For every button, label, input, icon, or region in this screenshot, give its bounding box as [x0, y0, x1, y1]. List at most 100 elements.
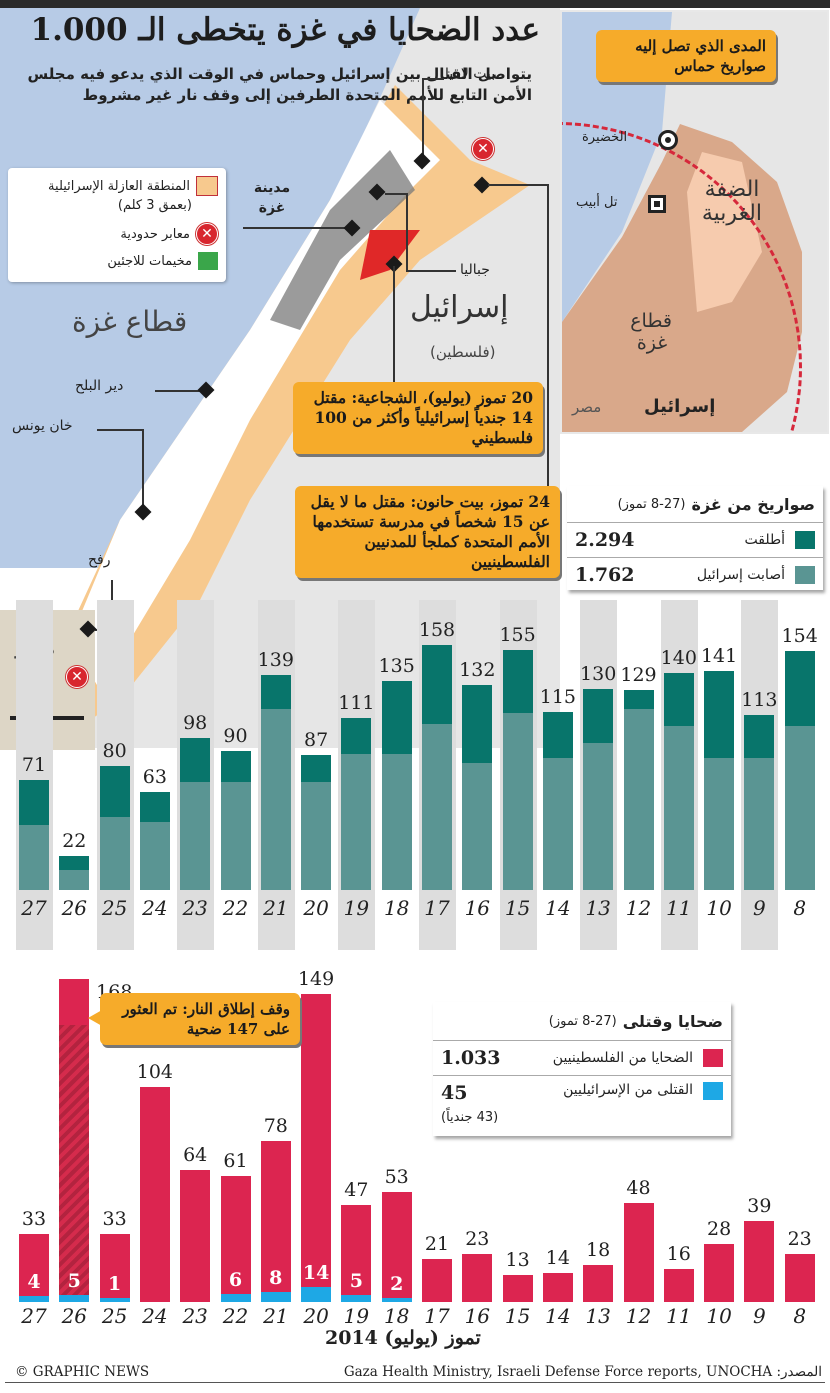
- bar-value-label: 28: [707, 1218, 732, 1241]
- label-tel-aviv: تل أبيب: [576, 195, 618, 210]
- bar-palestinian: [542, 1273, 573, 1302]
- legend-camps: مخيمات للاجئين: [107, 252, 218, 270]
- palestinian-swatch: [703, 1049, 723, 1067]
- leader-line: [406, 270, 456, 272]
- x-tick-label: 21: [263, 1304, 289, 1328]
- bar-palestinian: [341, 1204, 372, 1302]
- bar-hit: [99, 817, 130, 890]
- bar-value-label: 90: [223, 724, 248, 747]
- label-israel: إسرائيل: [410, 290, 509, 325]
- bar-value-label: 33: [21, 1207, 47, 1230]
- bar-value-label: 13: [505, 1249, 530, 1272]
- bar-palestinian: [139, 1086, 170, 1302]
- casualties-legend-header: ضحايا وقتلى (8-27 تموز): [548, 1011, 723, 1031]
- bar-hit: [19, 824, 49, 890]
- label-khan-younis: خان يونس: [12, 418, 73, 434]
- bar-hit: [301, 781, 332, 890]
- x-axis-label: تموز (يوليو) 2014: [325, 1327, 481, 1349]
- bar-value-label: 22: [62, 829, 87, 852]
- x-tick-label: 15: [504, 896, 531, 920]
- leader-line: [385, 193, 407, 195]
- israeli-value-label: 1: [107, 1273, 122, 1295]
- bar-value-label: 14: [545, 1247, 570, 1270]
- bar-palestinian: [704, 1244, 735, 1302]
- callout-rocket-range: المدى الذي تصل إليه صواريخ حماس: [596, 30, 776, 82]
- bar-palestinian: [260, 1140, 291, 1302]
- bar-hit: [704, 758, 735, 890]
- label-west-bank: الضفة الغربية: [701, 177, 762, 226]
- x-tick-label: 8: [793, 896, 807, 920]
- x-tick-label: 19: [343, 896, 370, 920]
- x-tick-label: 13: [585, 1304, 611, 1328]
- bar-hit: [623, 708, 654, 890]
- bar-value-label: 130: [580, 662, 617, 685]
- callout-pointer: [88, 1010, 102, 1026]
- bar-palestinian: [99, 1233, 130, 1302]
- bar-value-label: 64: [183, 1143, 208, 1166]
- bar-value-label: 139: [257, 648, 294, 671]
- leader-line: [488, 184, 548, 186]
- bar-value-label: 154: [781, 625, 818, 648]
- bar-hit: [180, 781, 211, 890]
- label-egypt-inset: مصر: [572, 398, 602, 416]
- bar-hit: [220, 781, 251, 890]
- leader-line: [97, 429, 143, 431]
- bar-value-label: 111: [338, 691, 375, 714]
- leader-line: [422, 78, 444, 80]
- legend-israeli: القتلى من الإسرائيليين 45 (43 جندياً): [433, 1075, 731, 1142]
- x-tick-label: 13: [585, 896, 611, 920]
- x-tick-label: 20: [303, 1304, 329, 1328]
- label-israel-inset: إسرائيل: [644, 396, 716, 417]
- leader-line: [393, 266, 395, 382]
- x-tick-label: 26: [61, 1304, 88, 1328]
- bar-hit: [784, 725, 815, 890]
- bar-israeli: [59, 1295, 90, 1302]
- legend-buffer-depth: (بعمق 3 كلم): [117, 198, 192, 213]
- x-tick-label: 16: [464, 1304, 491, 1328]
- crossing-icon: ✕: [196, 223, 218, 245]
- leader-line: [547, 184, 549, 486]
- bar-palestinian: [583, 1264, 614, 1302]
- callout-ceasefire: وقف إطلاق النار: تم العثور على 147 ضحية: [100, 993, 300, 1045]
- bar-value-label: 135: [378, 654, 415, 677]
- label-palestine: (فلسطين): [430, 343, 496, 361]
- bar-israeli: [260, 1292, 291, 1302]
- bar-value-label: 140: [660, 647, 697, 669]
- legend-crossings: ✕ معابر حدودية: [120, 223, 218, 245]
- bar-hit: [663, 725, 694, 890]
- bar-israeli: [99, 1298, 130, 1302]
- top-rule: [0, 0, 830, 8]
- bar-hit: [583, 742, 614, 890]
- israeli-value-label: 4: [27, 1271, 41, 1294]
- israeli-value-label: 5: [349, 1270, 363, 1293]
- buffer-zone-swatch: [196, 176, 218, 196]
- bar-value-label: 104: [136, 1060, 174, 1083]
- x-tick-label: 20: [303, 896, 329, 920]
- x-tick-label: 9: [753, 1304, 766, 1328]
- tel-aviv-icon: [648, 195, 666, 213]
- bar-palestinian: [744, 1221, 775, 1302]
- bar-hit: [502, 713, 533, 890]
- bar-hit: [139, 821, 170, 890]
- bar-hit: [260, 708, 291, 890]
- bar-palestinian: [502, 1275, 533, 1302]
- bar-value-label: 71: [21, 753, 47, 776]
- bar-hit: [744, 758, 775, 890]
- label-beit-lahia: بيت لاهيا: [445, 66, 496, 82]
- bar-palestinian: [220, 1175, 251, 1302]
- credit: © GRAPHIC NEWS: [15, 1364, 150, 1380]
- israeli-value-label: 8: [269, 1267, 283, 1290]
- column-stripe: [16, 600, 53, 950]
- bar-palestinian: [381, 1192, 412, 1302]
- bar-hatched-ceasefire: [59, 1024, 90, 1302]
- bar-value-label: 129: [620, 664, 657, 687]
- source: المصدر: Gaza Health Ministry, Israeli De…: [343, 1364, 822, 1380]
- bar-hit: [462, 762, 493, 890]
- bar-value-label: 87: [304, 729, 329, 752]
- x-tick-label: 12: [625, 1304, 652, 1328]
- bar-value-label: 48: [626, 1176, 651, 1199]
- x-tick-label: 10: [706, 896, 732, 920]
- x-tick-label: 12: [625, 896, 652, 920]
- bar-value-label: 78: [263, 1114, 288, 1137]
- callout-beit-hanoun: 24 تموز، بيت حانون: مقتل ما لا يقل عن 15…: [295, 486, 560, 578]
